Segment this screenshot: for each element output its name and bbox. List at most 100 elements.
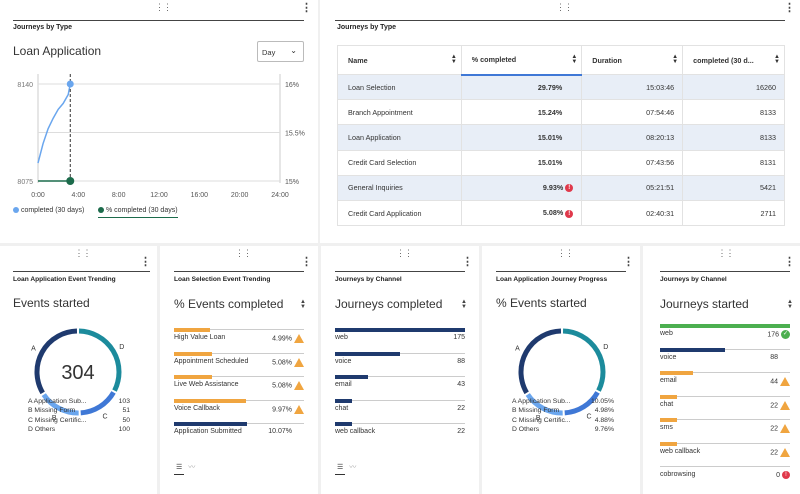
legend-item-pct-completed[interactable]: % completed (30 days): [98, 207, 178, 218]
list-item[interactable]: voice 88: [660, 347, 790, 372]
list-item[interactable]: chat 22: [660, 394, 790, 419]
more-options-icon[interactable]: ⋮: [784, 256, 795, 268]
column-header-name[interactable]: Name ▲ ▼: [337, 45, 462, 75]
table-row[interactable]: Branch Appointment 15.24% 07:54:46 8133: [337, 99, 785, 126]
donut-segment-d[interactable]: [78, 328, 122, 392]
bar-view-icon[interactable]: ☰: [335, 463, 346, 475]
table-row[interactable]: General Inquiries 9.93%! 05:21:51 5421: [337, 174, 785, 201]
check-icon[interactable]: ✓: [781, 330, 790, 339]
list-item[interactable]: Live Web Assistance 5.08%: [174, 375, 304, 399]
table-row[interactable]: Loan Selection 29.79% 15:03:46 16260: [337, 73, 785, 101]
drag-handle-icon[interactable]: ⋮⋮: [396, 248, 413, 258]
donut-segment-a[interactable]: [518, 328, 562, 395]
x-tick-label: 12:00: [150, 192, 168, 199]
more-options-icon[interactable]: ⋮: [301, 2, 312, 14]
more-options-icon[interactable]: ⋮: [140, 256, 151, 268]
table-row[interactable]: Loan Application 15.01% 08:20:13 8133: [337, 124, 785, 151]
warning-icon[interactable]: [780, 400, 790, 410]
drag-handle-icon[interactable]: ⋮⋮: [155, 2, 172, 12]
list-item[interactable]: Voice Callback 9.97%: [174, 398, 304, 423]
drag-handle-icon[interactable]: ⋮⋮: [74, 248, 92, 258]
warning-icon[interactable]: [294, 357, 304, 367]
donut-segment-b[interactable]: [525, 393, 563, 416]
chart-title: Loan Application: [13, 44, 102, 58]
drag-handle-icon[interactable]: ⋮⋮: [717, 248, 735, 258]
column-header-completed-30d[interactable]: completed (30 d... ▲ ▼: [682, 45, 785, 75]
legend-row[interactable]: C Missing Certific... 4.88%: [512, 417, 614, 424]
sort-icon[interactable]: ▲ ▼: [571, 54, 578, 65]
alert-icon[interactable]: !: [565, 209, 574, 218]
item-label: cobrowsing: [660, 471, 696, 478]
drag-handle-icon[interactable]: ⋮⋮: [557, 248, 574, 258]
list-item[interactable]: chat 22: [335, 398, 465, 423]
more-options-icon[interactable]: ⋮: [623, 256, 634, 268]
sort-icon[interactable]: ▲ ▼: [300, 299, 306, 310]
item-value: 175: [453, 334, 465, 341]
item-value: 88: [770, 353, 778, 361]
legend-row[interactable]: B Missing Form 4.98%: [512, 407, 614, 414]
legend-item-completed[interactable]: completed (30 days): [13, 207, 84, 214]
donut-segment-c[interactable]: [80, 391, 116, 416]
trend-view-icon[interactable]: 〰: [349, 464, 357, 471]
warning-icon[interactable]: [780, 377, 790, 386]
cell-pct-completed: 15.01%: [460, 149, 583, 176]
more-options-icon[interactable]: ⋮: [301, 256, 312, 268]
warning-icon[interactable]: [294, 404, 304, 414]
donut-segment-d[interactable]: [562, 328, 606, 392]
legend-row[interactable]: A Application Sub... 10.05%: [512, 398, 614, 405]
trend-view-icon[interactable]: 〰: [188, 464, 196, 471]
cell-pct-completed: 9.93%!: [460, 174, 583, 201]
drag-handle-icon[interactable]: ⋮⋮: [556, 2, 573, 12]
list-item[interactable]: web 176 ✓: [660, 324, 790, 348]
legend-row[interactable]: D Others 9.76%: [512, 426, 614, 433]
sort-icon[interactable]: ▲ ▼: [450, 54, 457, 65]
legend-row[interactable]: C Missing Certific... 50: [28, 417, 130, 424]
segment-letter: C: [102, 413, 107, 420]
list-item[interactable]: email 43: [335, 375, 465, 399]
cell-duration: 07:54:46: [581, 99, 684, 126]
list-item[interactable]: Appointment Scheduled 5.08%: [174, 351, 304, 376]
loan-selection-event-trending-card: ⋮⋮ ⋮ Loan Selection Event Trending % Eve…: [160, 246, 318, 494]
drag-handle-icon[interactable]: ⋮⋮: [235, 248, 252, 258]
legend-row[interactable]: D Others 100: [28, 426, 130, 433]
list-item[interactable]: web callback 22: [660, 441, 790, 466]
item-value: 22: [770, 447, 790, 457]
list-item[interactable]: web 175: [335, 328, 465, 352]
list-item[interactable]: web callback 22: [335, 422, 465, 446]
alert-icon[interactable]: !: [782, 471, 790, 479]
warning-icon[interactable]: [294, 381, 304, 390]
column-header-pct-completed[interactable]: % completed ▲ ▼: [460, 45, 583, 76]
table-row[interactable]: Credit Card Application 5.08%! 02:40:31 271…: [337, 199, 785, 227]
more-options-icon[interactable]: ⋮: [462, 256, 473, 268]
warning-icon[interactable]: [294, 334, 304, 343]
x-tick-label: 4:00: [72, 192, 86, 199]
list-item[interactable]: Application Submitted 10.07%: [174, 422, 304, 446]
item-label: chat: [660, 400, 674, 408]
sort-icon[interactable]: ▲ ▼: [672, 54, 679, 65]
line-chart: 8140 8075 16% 15.5% 15% 0:00 4:00 8:00 12:00 16:0…: [17, 74, 305, 199]
list-item[interactable]: sms 22: [660, 418, 790, 442]
sort-icon[interactable]: ▲ ▼: [774, 54, 780, 65]
sort-icon[interactable]: ▲ ▼: [461, 299, 467, 310]
alert-icon[interactable]: !: [565, 184, 574, 193]
donut-segment-b[interactable]: [41, 393, 79, 416]
sort-icon[interactable]: ▲ ▼: [787, 299, 793, 310]
more-options-icon[interactable]: ⋮: [784, 2, 795, 14]
interval-dropdown[interactable]: Day ⌄: [257, 41, 304, 62]
donut-segment-c[interactable]: [564, 391, 600, 416]
table-row[interactable]: Credit Card Selection 15.01% 07:43:56 8131: [337, 149, 785, 176]
list-item[interactable]: cobrowsing 0!: [660, 465, 790, 489]
point-completed[interactable]: [66, 80, 74, 88]
list-item[interactable]: High Value Loan 4.99%: [174, 328, 304, 352]
list-item[interactable]: email 44: [660, 371, 790, 395]
warning-icon[interactable]: [780, 447, 790, 457]
warning-icon[interactable]: [780, 424, 790, 433]
column-header-duration[interactable]: Duration ▲ ▼: [581, 45, 684, 75]
bar-view-icon[interactable]: ☰: [174, 463, 185, 475]
legend-row[interactable]: A Application Sub... 103: [28, 398, 130, 405]
list-item[interactable]: voice 88: [335, 351, 465, 376]
legend-label: D Others: [28, 425, 56, 433]
donut-segment-a[interactable]: [34, 328, 78, 395]
card-title: Loan Application Event Trending: [13, 276, 116, 283]
legend-row[interactable]: B Missing Form 51: [28, 407, 130, 414]
